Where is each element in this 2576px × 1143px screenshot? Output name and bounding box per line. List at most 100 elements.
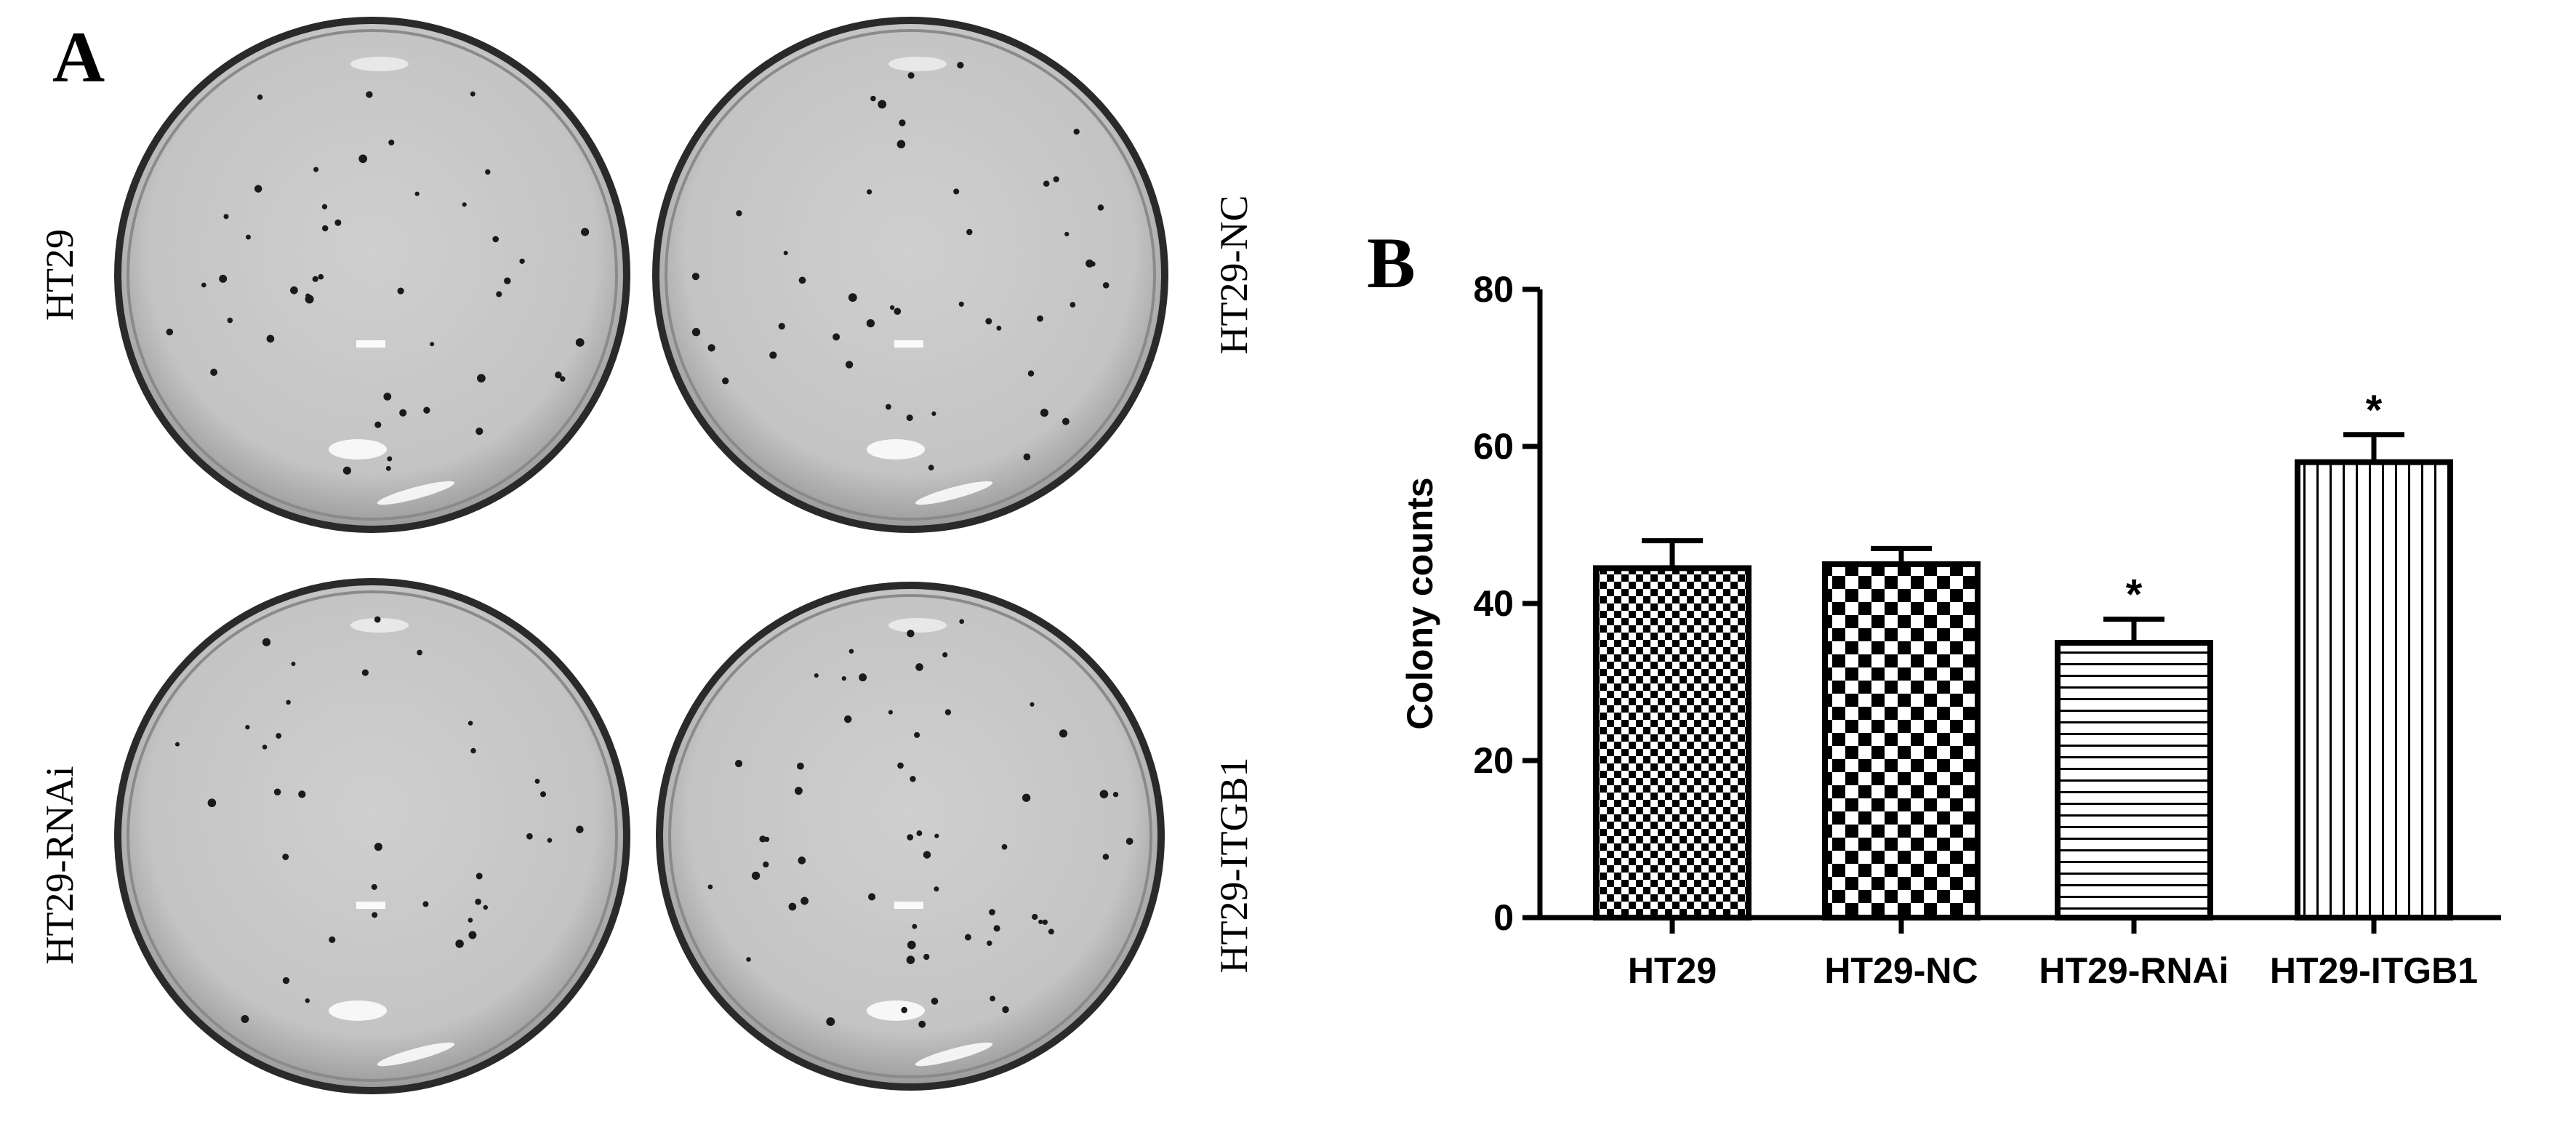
colony-dot [462,202,467,207]
colony-dot [254,185,262,193]
colony-dot [476,873,483,880]
x-tick-label: HT29-NC [1824,950,1978,991]
colony-dishes: HT29 HT29-NC HT29-RNAi HT29-ITGB1 [38,17,1256,1094]
dish-inner-rim [665,29,1156,521]
dish-label: HT29-RNAi [38,766,81,965]
colony-dot [934,833,939,838]
colony-dot [241,1015,249,1023]
colony-dot [1097,204,1104,211]
colony-dot [914,731,920,738]
dish-plate [114,17,630,533]
y-tick-label: 60 [1473,426,1514,467]
dish-plate [114,578,630,1094]
colony-dot [262,638,271,646]
colony-dot [888,710,893,715]
dish-glare [894,340,923,348]
dish-label: HT29-ITGB1 [1212,758,1256,974]
colony-dot [468,918,473,923]
colony-dot [870,95,876,102]
colony-dot [246,234,251,240]
colony-dot [778,322,785,330]
colony-dot [797,762,804,770]
dish-glare [867,439,925,460]
colony-dot [953,188,960,195]
dish-glare [377,481,455,505]
colony-dot [374,843,382,851]
colony-dot [987,940,992,946]
colony-dot [878,100,887,109]
colony-dot [993,925,1000,932]
colony-dot [298,790,306,798]
dish-glare [867,1000,925,1021]
bar-ht29-rnai [2055,640,2213,921]
colony-dot [841,675,846,681]
colony-dot [894,308,902,316]
colony-dot [763,861,769,868]
colony-dot [334,219,342,226]
colony-dot [1059,729,1068,738]
colony-dot [1022,793,1031,802]
colony-dot [889,305,895,310]
colony-dot [519,258,525,264]
significance-marker: * [2366,387,2383,434]
colony-dot [262,745,268,750]
colony-dot [736,210,742,217]
colony-dot [915,663,923,671]
colony-dot [385,465,391,471]
colony-dot [282,854,289,860]
colony-dot [896,140,906,149]
colony-dot [899,119,906,127]
colony-dot [826,1017,835,1027]
colony-dot [721,377,729,385]
dish-glare [377,1042,455,1067]
colony-dot [201,282,206,288]
colony-dot [371,883,377,890]
colony-dot [417,649,422,656]
x-tick-label: HT29 [1628,950,1717,991]
colony-dot [1070,302,1076,308]
dish-4 [656,582,1165,1091]
y-axis-title: Colony counts [1400,477,1440,729]
colony-dot [321,204,328,209]
colony-dot [906,414,913,422]
colony-dot [257,94,263,100]
significance-marker: * [2126,572,2143,619]
colony-dot [266,334,275,343]
colony-dot [174,742,180,747]
colony-dot [1062,417,1070,425]
dish-glare [888,57,947,71]
colony-dot [843,715,852,723]
colony-dot [210,369,218,376]
colony-dot [901,1006,907,1014]
colony-dot [576,825,584,833]
colony-dot [928,465,934,471]
colony-dot [342,466,351,475]
colony-dot [707,884,713,890]
colony-dot [918,1020,926,1028]
colony-dot [798,857,806,865]
colony-dot [366,91,373,98]
dish-glare [356,340,385,348]
colony-dot [1102,281,1110,289]
dish-2 [652,17,1168,533]
colony-dot [691,273,699,281]
colony-dot [575,338,585,347]
colony-dot [560,376,566,382]
colony-dot [470,91,476,97]
colony-dot [219,274,228,283]
colony-dot [1043,180,1050,187]
colony-dot [485,169,491,175]
dish-glare [894,902,923,909]
colony-dot [1032,913,1038,921]
colony-dot [907,630,915,638]
y-tick-label: 40 [1473,583,1514,624]
colony-dot [1001,843,1008,850]
colony-dot [1023,453,1031,461]
colony-dot [907,834,914,841]
colony-dot [788,902,797,911]
colony-dot [286,699,291,705]
dish-plate [652,17,1168,533]
colony-dot [1037,315,1043,322]
dish-glare [915,1042,993,1067]
